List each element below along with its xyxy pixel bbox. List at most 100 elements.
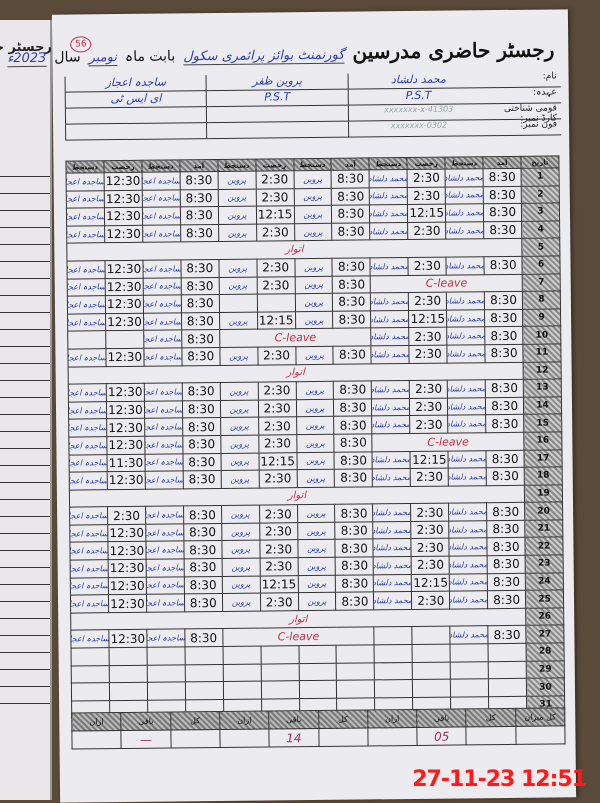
teacher-phone: 0302-xxxxxxx bbox=[347, 120, 490, 137]
departure-signature: پروین bbox=[220, 434, 259, 453]
departure-time: 12:30 bbox=[104, 260, 144, 279]
arrival-signature: پروین bbox=[297, 574, 336, 593]
header-cell: آمد bbox=[179, 159, 218, 172]
header-cell: دستخط bbox=[141, 159, 180, 173]
header-cell: دستخط bbox=[217, 159, 256, 172]
arrival-time: 8:30 bbox=[180, 277, 220, 296]
arrival-signature: پروین bbox=[294, 258, 333, 277]
arrival-time: 8:30 bbox=[487, 590, 526, 609]
departure-signature: پروین bbox=[217, 171, 256, 190]
departure-time: 2:30 bbox=[408, 292, 447, 311]
arrival-signature: محمد دلشاد bbox=[448, 450, 487, 469]
summary-table: کل میزان کل باقی ازان کل باقی ازان کل باقی ازان 0… bbox=[71, 707, 566, 750]
year-label: سال bbox=[54, 49, 81, 66]
departure-time: 2:30 bbox=[411, 591, 450, 610]
departure-time: 12:30 bbox=[104, 207, 143, 226]
attendance-table: تاریخ آمد دستخط رخصت دستخط آمد دستخط رخصت دستخط آ… bbox=[65, 155, 565, 719]
summary-value: — bbox=[121, 730, 171, 749]
departure-time bbox=[412, 661, 451, 680]
departure-signature: محمد دلشاد bbox=[373, 538, 412, 557]
arrival-signature: ساجدہ اعجاز bbox=[141, 171, 181, 190]
departure-signature bbox=[222, 663, 262, 682]
departure-signature: محمد دلشاد bbox=[370, 292, 409, 311]
summary-label: باقی bbox=[121, 712, 171, 731]
departure-time bbox=[260, 645, 299, 664]
departure-signature: پروین bbox=[220, 470, 259, 489]
arrival-signature bbox=[146, 646, 185, 665]
arrival-time: 8:30 bbox=[183, 540, 222, 559]
arrival-time: 8:30 bbox=[179, 171, 218, 190]
departure-time: 2:30 bbox=[409, 380, 448, 399]
teacher-designation: P.S.T bbox=[347, 88, 489, 105]
arrival-time: 8:30 bbox=[485, 414, 524, 433]
arrival-signature: پروین bbox=[293, 187, 332, 206]
departure-time: 12:30 bbox=[108, 576, 147, 595]
departure-signature: پروین bbox=[220, 452, 259, 471]
arrival-signature: ساجدہ اعجاز bbox=[145, 506, 184, 525]
day-number: 24 bbox=[525, 572, 564, 591]
departure-time: 2:30 bbox=[407, 221, 446, 240]
info-label: نام: bbox=[542, 71, 557, 82]
departure-signature: ساجدہ اعجاز bbox=[67, 295, 106, 314]
arrival-time: 8:30 bbox=[333, 345, 372, 364]
departure-time bbox=[256, 293, 296, 312]
departure-time: 2:30 bbox=[257, 381, 296, 400]
arrival-time: 8:30 bbox=[332, 222, 371, 241]
arrival-time: 8:30 bbox=[331, 169, 370, 188]
departure-time: 12:30 bbox=[107, 471, 146, 490]
departure-time: 2:30 bbox=[255, 170, 294, 189]
arrival-time bbox=[184, 664, 224, 683]
arrival-signature: پروین bbox=[296, 416, 335, 435]
teacher-phone bbox=[206, 121, 348, 139]
info-label: قومی شناختی کارڈ نمبر: bbox=[503, 103, 558, 124]
departure-signature: محمد دلشاد bbox=[373, 574, 412, 593]
arrival-time: 8:30 bbox=[181, 329, 220, 348]
arrival-time: 8:30 bbox=[180, 224, 219, 243]
arrival-time: 8:30 bbox=[183, 558, 222, 577]
arrival-time: 8:30 bbox=[334, 468, 373, 487]
departure-signature: پروین bbox=[217, 188, 257, 207]
arrival-signature: پروین bbox=[295, 399, 335, 417]
departure-time: 12:15 bbox=[258, 452, 297, 471]
departure-signature: پروین bbox=[219, 382, 259, 401]
departure-time: 12:30 bbox=[106, 383, 145, 402]
departure-time bbox=[260, 663, 299, 682]
arrival-signature: محمد دلشاد bbox=[445, 168, 484, 187]
arrival-time bbox=[488, 660, 527, 679]
departure-signature: محمد دلشاد bbox=[371, 380, 410, 399]
departure-signature: پروین bbox=[219, 311, 258, 330]
arrival-signature: پروین bbox=[297, 504, 336, 523]
departure-time: 12:15 bbox=[257, 311, 296, 330]
day-number: 21 bbox=[524, 519, 563, 538]
summary-label: کل bbox=[170, 711, 220, 731]
arrival-time bbox=[184, 646, 223, 665]
arrival-time: 8:30 bbox=[331, 205, 370, 224]
arrival-signature: محمد دلشاد bbox=[448, 467, 487, 486]
arrival-signature: محمد دلشاد bbox=[447, 379, 486, 398]
day-number: 28 bbox=[526, 642, 565, 661]
summary-value bbox=[515, 725, 566, 745]
day-number: 2 bbox=[521, 185, 560, 204]
arrival-signature: ساجدہ اعجاز bbox=[142, 207, 181, 226]
arrival-signature: پروین bbox=[297, 522, 336, 541]
summary-value: 14 bbox=[269, 728, 319, 747]
summary-label: کل میزان bbox=[515, 707, 565, 727]
arrival-time: 8:30 bbox=[487, 572, 526, 591]
arrival-time: 8:30 bbox=[332, 257, 371, 276]
day-number: 9 bbox=[522, 308, 561, 327]
day-number: 20 bbox=[524, 502, 563, 521]
arrival-time: 8:30 bbox=[487, 555, 526, 574]
arrival-time: 8:30 bbox=[334, 451, 373, 470]
arrival-time: 8:30 bbox=[332, 293, 371, 312]
arrival-signature: ساجدہ اعجاز bbox=[142, 189, 181, 208]
arrival-time: 8:30 bbox=[484, 326, 523, 345]
arrival-time: 8:30 bbox=[335, 574, 374, 593]
arrival-signature: ساجدہ اعجاز bbox=[143, 312, 182, 331]
departure-time: 12:30 bbox=[106, 418, 145, 437]
arrival-time: 8:30 bbox=[181, 312, 220, 331]
summary-value bbox=[219, 728, 270, 748]
departure-time: 2:30 bbox=[257, 346, 296, 365]
departure-time: 2:30 bbox=[260, 592, 299, 611]
header-cell: رخصت bbox=[407, 157, 446, 170]
departure-time: 12:30 bbox=[108, 559, 147, 578]
